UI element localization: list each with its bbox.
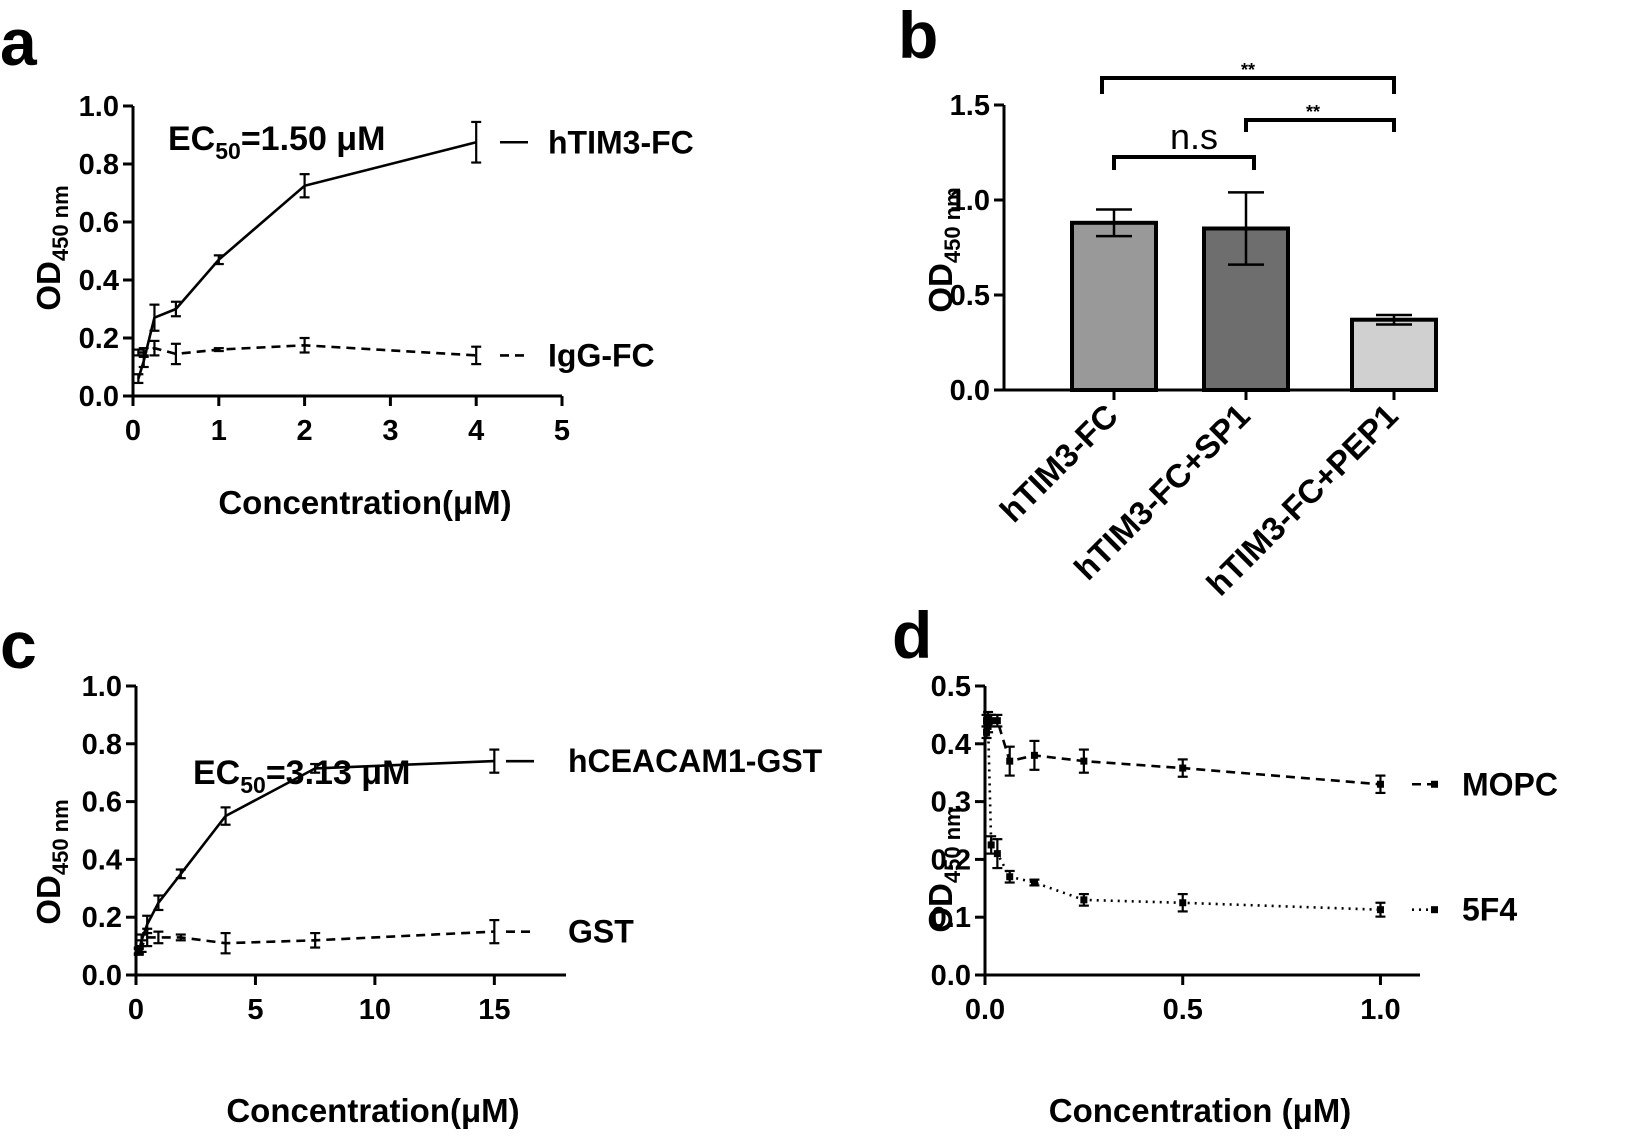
bracket-fc-vs-sp1 (1112, 155, 1256, 170)
significance-brackets: ** ** n.s (1100, 60, 1396, 170)
x-tick-label-a: 4 (468, 415, 484, 447)
legend-label-htim3-fc: hTIM3-FC (548, 124, 694, 160)
x-tick-label-c: 15 (478, 994, 510, 1026)
y-tick-label-a: 0.0 (79, 381, 119, 413)
y-tick-label-c: 1.0 (82, 671, 122, 703)
y-tick-label-d: 0.3 (931, 787, 971, 819)
data-point (1030, 879, 1038, 887)
series-line-htim3-fc (137, 141, 477, 379)
y-tick-label-b: 0.5 (950, 280, 990, 312)
y-axis-title-a: OD450 nm (30, 185, 73, 310)
x-tick-label-a: 3 (382, 415, 398, 447)
panel-b: b 0.00.51.01.5hTIM3-FChTIM3-FC+SP1hTIM3-… (898, 0, 1438, 603)
panel-letter-b: b (898, 0, 938, 72)
ec50-label-c: EC50=3.13 μM (193, 754, 410, 798)
plot-b (1070, 191, 1438, 393)
legend-label-igg-fc: IgG-FC (548, 337, 655, 373)
y-tick-label-c: 0.6 (82, 787, 122, 819)
x-tick-label-a: 2 (297, 415, 313, 447)
sig-label-fc-vs-sp1: n.s (1170, 116, 1218, 157)
y-tick-label-d: 0.4 (931, 729, 971, 761)
panel-letter-a: a (0, 5, 38, 79)
data-point (1080, 757, 1088, 765)
legend-label-5f4: 5F4 (1462, 892, 1517, 928)
panel-letter-d: d (892, 598, 932, 672)
panel-letter-c: c (0, 608, 37, 682)
data-point (993, 717, 1001, 725)
axes-b: 0.00.51.01.5hTIM3-FChTIM3-FC+SP1hTIM3-FC… (950, 90, 1405, 603)
panel-c: c 0.0 0.2 0.4 0.6 0.8 1.0 0 5 10 15 hCEACAM1-GST G… (0, 608, 823, 1129)
sig-label-fc-vs-pep1: ** (1241, 60, 1255, 80)
data-point (1080, 896, 1088, 904)
data-point (993, 850, 1001, 858)
bracket-fc-vs-pep1 (1100, 76, 1396, 94)
data-point (1179, 764, 1187, 772)
x-tick-label-d: 0.5 (1163, 994, 1203, 1026)
y-tick-label-d: 0.1 (931, 902, 971, 934)
y-tick-label-c: 0.4 (82, 844, 122, 876)
sig-label-sp1-vs-pep1: ** (1306, 102, 1320, 122)
y-tick-label-a: 0.6 (79, 207, 119, 239)
data-point (1376, 906, 1384, 914)
y-tick-label-d: 0.5 (931, 671, 971, 703)
panel-d: d 0.0 0.1 0.2 0.3 0.4 0.5 0.0 0.5 1.0 MOPC 5F4 Co… (892, 598, 1558, 1129)
x-tick-label-d: 0.0 (965, 994, 1005, 1026)
bar-htim3-fc (1070, 220, 1158, 392)
plot-c: hCEACAM1-GST GST (133, 743, 823, 956)
y-tick-label-a: 0.8 (79, 149, 119, 181)
data-point (984, 722, 992, 730)
data-point (1376, 780, 1384, 788)
series-line-igg-fc (138, 343, 477, 357)
x-tick-label-a: 0 (125, 415, 141, 447)
y-tick-label-d: 0.0 (931, 960, 971, 992)
y-axis-title-d: OD450 nm (922, 807, 965, 932)
x-tick-label-a: 5 (554, 415, 570, 447)
data-point (987, 841, 995, 849)
data-point (1030, 751, 1038, 759)
x-tick-label-c: 0 (128, 994, 144, 1026)
y-tick-label-b: 0.0 (950, 375, 990, 407)
category-label-htim3-fc: hTIM3-FC (992, 397, 1124, 529)
data-point (1179, 899, 1187, 907)
plot-d: MOPC 5F4 (981, 710, 1558, 928)
series-line-5f4 (985, 720, 1381, 911)
y-tick-label-b: 1.0 (950, 185, 990, 217)
panel-a: a 0.0 0.2 0.4 0.6 0.8 1.0 0 1 2 3 4 5 hTIM3-FC IgG-F… (0, 5, 694, 521)
x-tick-label-c: 10 (359, 994, 391, 1026)
bar-htim3-fc+pep1 (1350, 317, 1438, 393)
x-tick-label-c: 5 (247, 994, 263, 1026)
axes-c: 0.0 0.2 0.4 0.6 0.8 1.0 0 5 10 15 (82, 671, 566, 1026)
axes-a: 0.0 0.2 0.4 0.6 0.8 1.0 0 1 2 3 4 5 (79, 91, 570, 447)
y-tick-label-c: 0.8 (82, 729, 122, 761)
y-tick-label-d: 0.2 (931, 844, 971, 876)
x-axis-title-c: Concentration(μM) (226, 1092, 519, 1129)
x-axis-title-a: Concentration(μM) (218, 484, 511, 521)
y-tick-label-b: 1.5 (950, 90, 990, 122)
bracket-sp1-vs-pep1 (1244, 118, 1396, 132)
y-tick-label-a: 1.0 (79, 91, 119, 123)
legend-marker (1431, 906, 1438, 914)
y-tick-label-a: 0.4 (79, 265, 119, 297)
legend-label-mopc: MOPC (1462, 766, 1558, 802)
x-tick-label-a: 1 (211, 415, 227, 447)
ec50-label-a: EC50=1.50 μM (168, 120, 385, 164)
y-tick-label-c: 0.0 (82, 960, 122, 992)
legend-label-hceacam1-gst: hCEACAM1-GST (568, 743, 823, 779)
x-tick-label-d: 1.0 (1360, 994, 1400, 1026)
legend-label-gst: GST (568, 914, 634, 950)
data-point (1006, 873, 1014, 881)
y-tick-label-c: 0.2 (82, 902, 122, 934)
legend-marker (1431, 780, 1438, 788)
y-axis-title-c: OD450 nm (30, 799, 73, 924)
y-tick-label-a: 0.2 (79, 323, 119, 355)
x-axis-title-d: Concentration (μM) (1049, 1092, 1352, 1129)
axes-d: 0.0 0.1 0.2 0.3 0.4 0.5 0.0 0.5 1.0 (931, 671, 1420, 1026)
data-point (1006, 757, 1014, 765)
y-axis-title-b: OD450 nm (922, 187, 965, 312)
plot-a: hTIM3-FC IgG-FC (133, 120, 694, 385)
